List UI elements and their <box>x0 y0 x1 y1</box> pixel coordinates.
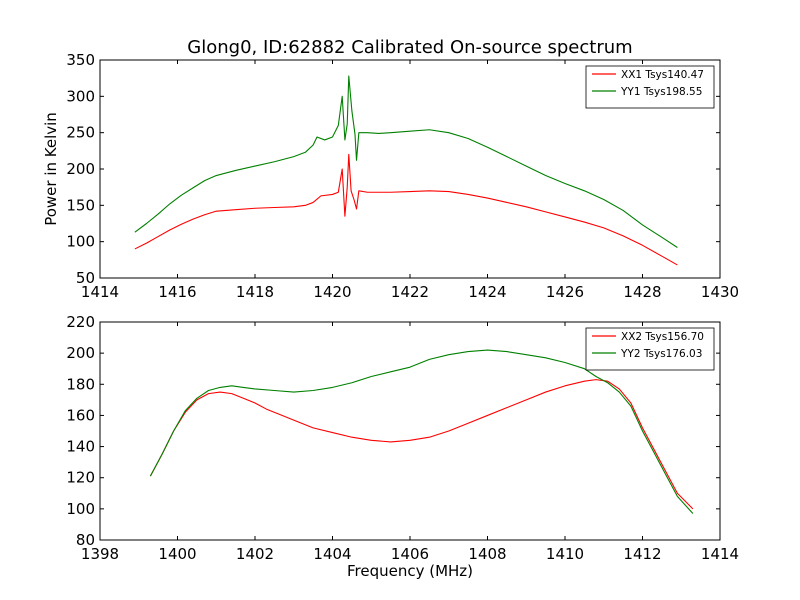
series-line-1-2 <box>134 75 678 248</box>
x-tick-label: 1420 <box>313 283 351 301</box>
y-tick-label: 200 <box>66 160 95 178</box>
x-tick-label: 1428 <box>623 283 661 301</box>
x-axis-label: Frequency (MHz) <box>347 562 473 580</box>
y-tick-label: 120 <box>66 469 95 487</box>
y-tick-label: 300 <box>66 87 95 105</box>
y-tick-label: 200 <box>66 344 95 362</box>
x-tick-label: 1404 <box>313 545 351 563</box>
x-tick-label: 1418 <box>236 283 274 301</box>
y-tick-label: 50 <box>76 269 95 287</box>
y-tick-label: 250 <box>66 124 95 142</box>
y-tick-label: 80 <box>76 531 95 549</box>
y-tick-label: 140 <box>66 438 95 456</box>
y-tick-label: 100 <box>66 233 95 251</box>
x-tick-label: 1414 <box>701 545 739 563</box>
legend-box <box>585 327 715 371</box>
legend-label: YY2 Tsys176.03 <box>620 348 702 360</box>
chart-panel-2: 1398 1400 1402 1404 1406 1408 1410 1412 1414 80 10… <box>66 313 739 580</box>
legend-label: XX1 Tsys140.47 <box>621 69 704 81</box>
x-tick-label: 1408 <box>468 545 506 563</box>
x-tick-label: 1402 <box>236 545 274 563</box>
x-tick-label: 1430 <box>701 283 739 301</box>
chart-panel-1: 1414 1416 1418 1420 1422 1424 1426 1428 1430 50 10… <box>42 51 739 301</box>
y-tick-label: 150 <box>66 196 95 214</box>
x-tick-label: 1412 <box>623 545 661 563</box>
y-tick-label: 350 <box>66 51 95 69</box>
y-tick-label: 220 <box>66 313 95 331</box>
x-tick-label: 1414 <box>81 283 119 301</box>
series-line-2-2 <box>149 349 694 514</box>
x-tick-label: 1416 <box>158 283 196 301</box>
y-axis-label: Power in Kelvin <box>42 112 60 226</box>
x-tick-label: 1424 <box>468 283 506 301</box>
y-tick-label: 180 <box>66 375 95 393</box>
y-tick-label: 160 <box>66 406 95 424</box>
x-tick-label: 1406 <box>391 545 429 563</box>
figure-title: Glong0, ID:62882 Calibrated On-source sp… <box>187 37 632 58</box>
legend-label: YY1 Tsys198.55 <box>620 86 702 98</box>
legend-label: XX2 Tsys156.70 <box>621 331 704 343</box>
x-tick-label: 1398 <box>81 545 119 563</box>
x-tick-label: 1422 <box>391 283 429 301</box>
x-tick-label: 1426 <box>546 283 584 301</box>
x-tick-label: 1400 <box>158 545 196 563</box>
series-line-2-1 <box>149 379 694 510</box>
x-tick-label: 1410 <box>546 545 584 563</box>
series-line-1-1 <box>134 153 678 266</box>
legend-1: XX1 Tsys140.47 YY1 Tsys198.55 <box>585 65 715 109</box>
legend-box <box>585 65 715 109</box>
legend-2: XX2 Tsys156.70 YY2 Tsys176.03 <box>585 327 715 371</box>
y-tick-label: 100 <box>66 500 95 518</box>
